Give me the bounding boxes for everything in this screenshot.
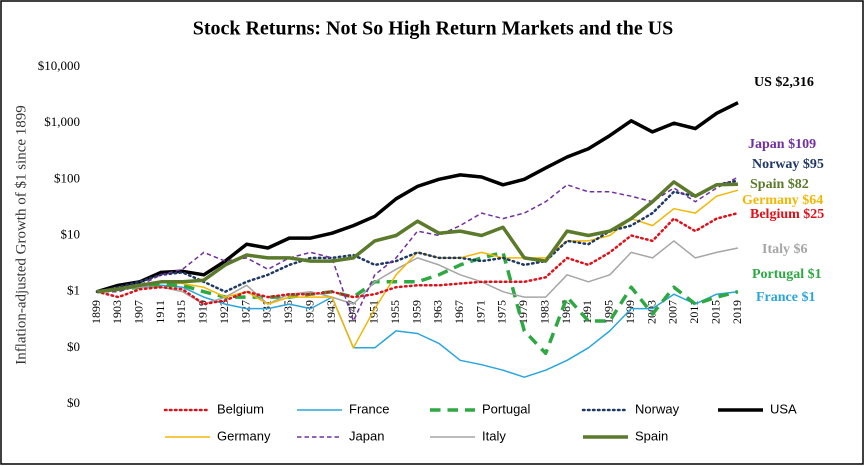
x-tick-label: 1923	[217, 300, 231, 324]
line-series	[97, 176, 739, 322]
legend-label: Italy	[482, 428, 506, 443]
line-series	[96, 240, 739, 305]
y-tick-label: $100	[54, 170, 80, 185]
x-tick-label: 1979	[516, 300, 530, 324]
x-tick-label: 1959	[409, 300, 423, 324]
end-label: Belgium $25	[750, 207, 824, 222]
end-label: Portugal $1	[752, 267, 822, 282]
x-tick-label: 2011	[687, 300, 701, 324]
x-tick-label: 2007	[666, 300, 680, 324]
x-tick-label: 1943	[324, 300, 338, 324]
end-label: US $2,316	[754, 75, 814, 90]
x-tick-label: 1955	[388, 300, 402, 324]
x-tick-label: 1907	[131, 300, 145, 324]
legend-label: Germany	[217, 428, 271, 443]
end-label: Norway $95	[752, 157, 824, 172]
end-label: France $1	[756, 290, 815, 305]
line-series	[96, 284, 739, 378]
legend-label: Portugal	[482, 401, 531, 416]
x-tick-label: 2019	[730, 300, 744, 324]
legend-label: France	[349, 401, 389, 416]
y-tick-label: $1	[67, 283, 80, 298]
y-tick-label: $10,000	[38, 58, 80, 73]
x-tick-label: 1915	[174, 300, 188, 324]
x-tick-label: 1971	[473, 300, 487, 324]
x-tick-label: 1935	[281, 300, 295, 324]
legend-label: USA	[770, 401, 797, 416]
x-tick-label: 1983	[537, 300, 551, 324]
x-tick-label: 1931	[260, 300, 274, 324]
x-tick-label: 1911	[153, 300, 167, 324]
line-series	[96, 180, 739, 294]
x-tick-label: 1975	[495, 300, 509, 324]
y-tick-label: $1,000	[44, 114, 80, 129]
line-series	[96, 250, 739, 356]
y-tick-label: $0	[67, 339, 80, 354]
line-series	[95, 211, 740, 306]
x-tick-label: 1939	[302, 300, 316, 324]
end-label: Italy $6	[762, 242, 808, 257]
end-label: Japan $109	[748, 137, 816, 152]
chart-title: Stock Returns: Not So High Return Market…	[193, 18, 674, 40]
legend-label: Japan	[349, 428, 384, 443]
x-tick-label: 1899	[89, 300, 103, 324]
y-tick-label: $0	[67, 395, 80, 410]
x-tick-label: 1927	[238, 300, 252, 324]
x-tick-label: 2015	[708, 300, 722, 324]
x-tick-label: 1919	[196, 300, 210, 324]
legend-label: Spain	[635, 428, 668, 443]
x-tick-label: 1947	[345, 300, 359, 324]
end-label: Germany $64	[742, 193, 823, 208]
x-tick-label: 1903	[110, 300, 124, 324]
x-tick-label: 1967	[452, 300, 466, 324]
y-axis-title: Inflation-adjusted Growth of $1 since 18…	[13, 105, 29, 365]
x-tick-label: 1963	[431, 300, 445, 324]
end-label: Spain $82	[750, 177, 809, 192]
legend-label: Belgium	[217, 401, 264, 416]
line-series	[96, 101, 739, 294]
x-tick-label: 1999	[623, 300, 637, 324]
legend-label: Norway	[635, 401, 680, 416]
y-tick-label: $10	[61, 226, 81, 241]
